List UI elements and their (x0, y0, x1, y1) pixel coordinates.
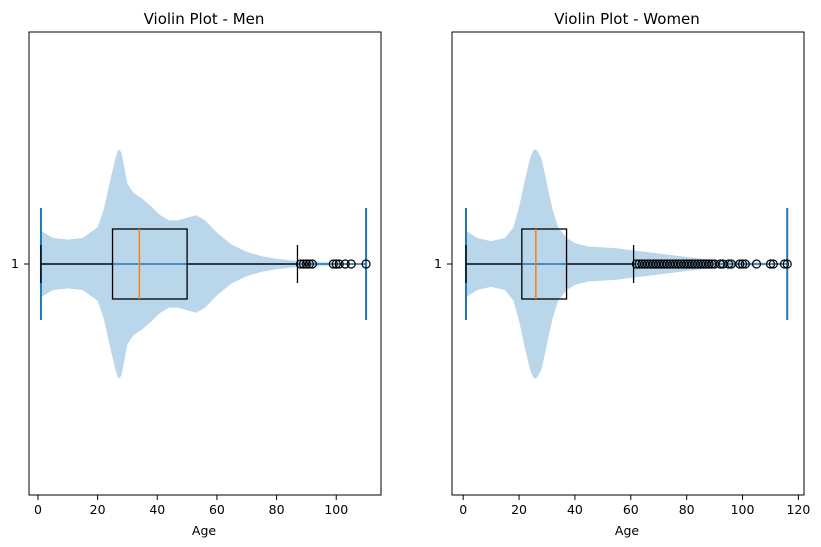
x-axis-label-men: Age (192, 523, 216, 538)
outlier-point-men (346, 259, 356, 269)
outlier-point-women (737, 259, 748, 269)
x-tick-label-men: 100 (324, 502, 348, 517)
x-tick-label-women: 40 (567, 502, 583, 517)
x-tick-label-women: 80 (679, 502, 695, 517)
x-tick-label-women: 20 (511, 502, 527, 517)
box-iqr-women (521, 228, 568, 300)
box-iqr-men (111, 228, 188, 300)
outlier-point-men (301, 259, 312, 269)
outlier-point-men (334, 259, 344, 269)
outlier-point-women (723, 259, 734, 269)
outlier-point-men (304, 259, 315, 269)
outlier-point-women (782, 259, 792, 269)
chart-title-men: Violin Plot - Men (144, 10, 265, 28)
plot-area-men (39, 149, 371, 379)
outlier-point-men (328, 259, 338, 269)
x-axis-label-women: Age (615, 523, 639, 538)
x-tick-label-men: 40 (149, 502, 165, 517)
outlier-point-men (307, 259, 317, 269)
outlier-point-women (735, 259, 745, 269)
outlier-point-women (765, 259, 776, 269)
x-tick-label-men: 80 (269, 502, 285, 517)
y-tick-label-women: 1 (434, 256, 442, 271)
outlier-point-women (768, 259, 778, 269)
outlier-point-women (751, 259, 762, 269)
outlier-point-men (298, 259, 309, 269)
outlier-point-men (331, 259, 341, 269)
panel-women: Violin Plot - Women 1 0 20 40 60 80 100 120 Ag… (434, 10, 810, 538)
x-tick-label-men: 60 (209, 502, 225, 517)
plot-area-women (464, 149, 792, 379)
y-tick-label-men: 1 (11, 256, 19, 271)
x-ticks-men: 0 20 40 60 80 100 (34, 495, 348, 517)
outlier-point-women (779, 259, 790, 269)
x-tick-label-men: 20 (90, 502, 106, 517)
outlier-point-women (704, 259, 714, 269)
x-tick-label-women: 120 (786, 502, 810, 517)
panel-men: Violin Plot - Men 1 0 20 40 60 80 100 Age (11, 10, 382, 538)
outlier-point-men (361, 259, 371, 269)
x-tick-label-women: 100 (731, 502, 755, 517)
x-tick-label-women: 0 (459, 502, 467, 517)
outlier-point-men (295, 259, 306, 269)
outlier-point-men (340, 259, 350, 269)
x-tick-label-men: 0 (34, 502, 42, 517)
x-ticks-women: 0 20 40 60 80 100 120 (459, 495, 810, 517)
outlier-point-women (740, 259, 750, 269)
chart-title-women: Violin Plot - Women (554, 10, 700, 28)
x-tick-label-women: 60 (623, 502, 639, 517)
